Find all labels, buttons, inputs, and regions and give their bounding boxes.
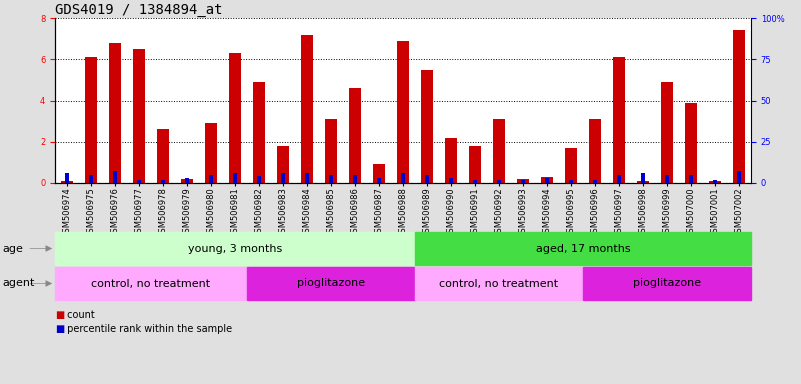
Bar: [247, 267, 415, 300]
Bar: [161, 180, 165, 183]
Text: ■: ■: [55, 310, 64, 320]
Bar: [589, 119, 601, 183]
Bar: [305, 173, 309, 183]
Text: percentile rank within the sample: percentile rank within the sample: [64, 324, 232, 334]
Text: pioglitazone: pioglitazone: [633, 278, 701, 288]
Bar: [89, 175, 93, 183]
Bar: [637, 181, 649, 183]
Text: aged, 17 months: aged, 17 months: [536, 243, 630, 253]
Text: GDS4019 / 1384894_at: GDS4019 / 1384894_at: [55, 3, 223, 17]
Bar: [709, 181, 721, 183]
Bar: [65, 173, 69, 183]
Bar: [425, 175, 429, 183]
Bar: [685, 103, 697, 183]
Bar: [593, 180, 598, 183]
Bar: [352, 175, 357, 183]
Bar: [85, 57, 97, 183]
Bar: [109, 43, 121, 183]
Text: control, no treatment: control, no treatment: [440, 278, 558, 288]
Bar: [55, 232, 415, 265]
Bar: [473, 180, 477, 183]
Bar: [113, 171, 117, 183]
Bar: [565, 148, 577, 183]
Bar: [61, 181, 73, 183]
Bar: [665, 175, 669, 183]
Bar: [445, 137, 457, 183]
Bar: [737, 171, 741, 183]
Bar: [415, 267, 583, 300]
Text: agent: agent: [2, 278, 34, 288]
Bar: [493, 119, 505, 183]
Bar: [133, 49, 145, 183]
Bar: [257, 176, 261, 183]
Text: pioglitazone: pioglitazone: [297, 278, 365, 288]
Bar: [569, 180, 574, 183]
Bar: [233, 173, 237, 183]
Bar: [253, 82, 265, 183]
Bar: [733, 30, 745, 183]
Text: age: age: [2, 243, 23, 253]
Bar: [209, 175, 213, 183]
Bar: [157, 129, 169, 183]
Bar: [661, 82, 673, 183]
Bar: [137, 180, 141, 183]
Bar: [713, 180, 717, 183]
Bar: [281, 173, 285, 183]
Bar: [541, 177, 553, 183]
Bar: [545, 178, 549, 183]
Bar: [55, 267, 247, 300]
Bar: [449, 178, 453, 183]
Bar: [185, 178, 189, 183]
Bar: [415, 232, 751, 265]
Bar: [349, 88, 361, 183]
Bar: [583, 267, 751, 300]
Bar: [400, 173, 405, 183]
Bar: [181, 179, 193, 183]
Bar: [277, 146, 289, 183]
Bar: [397, 41, 409, 183]
Bar: [521, 180, 525, 183]
Bar: [689, 175, 693, 183]
Bar: [641, 173, 645, 183]
Text: young, 3 months: young, 3 months: [188, 243, 282, 253]
Bar: [325, 119, 337, 183]
Bar: [497, 180, 501, 183]
Bar: [617, 175, 621, 183]
Bar: [229, 53, 241, 183]
Bar: [205, 123, 217, 183]
Bar: [301, 35, 313, 183]
Text: control, no treatment: control, no treatment: [91, 278, 211, 288]
Bar: [421, 70, 433, 183]
Text: ■: ■: [55, 324, 64, 334]
Bar: [376, 178, 381, 183]
Bar: [329, 175, 333, 183]
Bar: [373, 164, 385, 183]
Bar: [469, 146, 481, 183]
Bar: [613, 57, 625, 183]
Text: count: count: [64, 310, 95, 320]
Bar: [517, 179, 529, 183]
